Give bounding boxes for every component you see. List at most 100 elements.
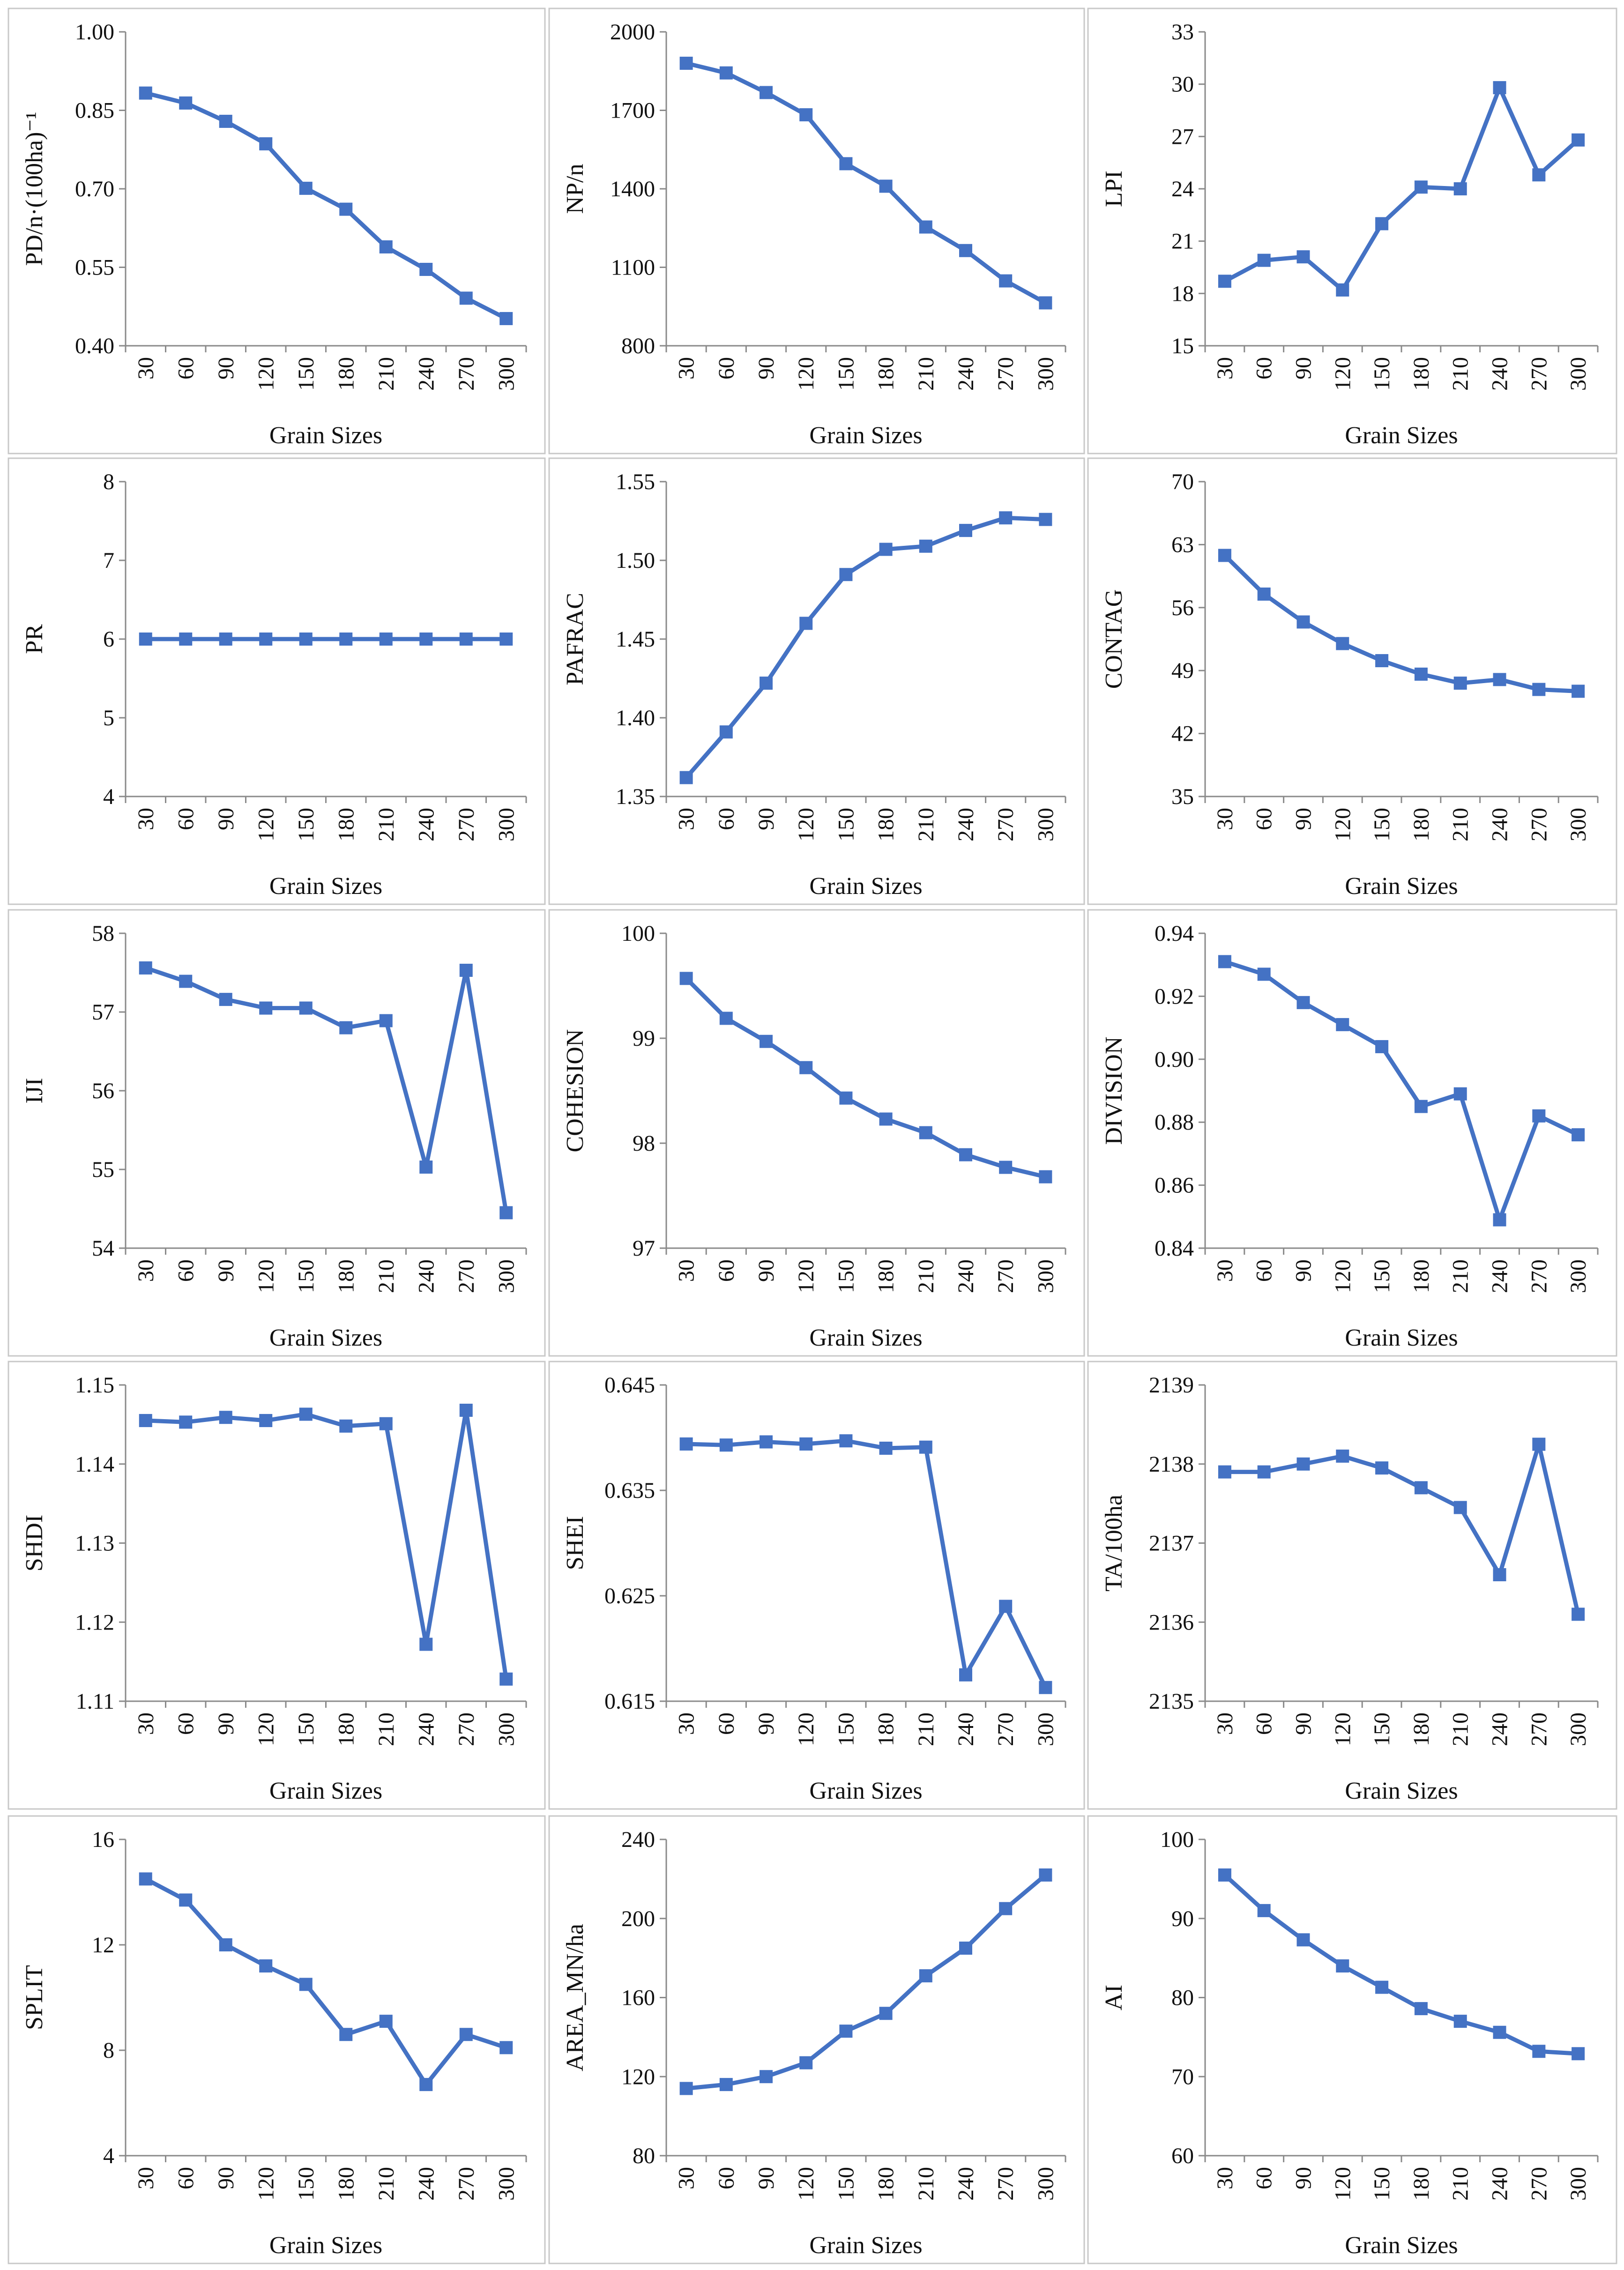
data-point — [299, 1001, 313, 1015]
x-axis-title: Grain Sizes — [809, 2232, 922, 2259]
data-point — [839, 157, 853, 171]
panel-11: 2135 2136 2137 2138 2139 30 60 90 120 150 180 210 24… — [1087, 1361, 1617, 1810]
data-point — [1572, 133, 1585, 147]
x-tick-label: 150 — [1370, 808, 1394, 841]
data-point — [179, 975, 193, 988]
x-tick-label: 120 — [1330, 1712, 1355, 1746]
x-tick-label: 150 — [834, 808, 858, 841]
y-tick-label: 2138 — [1149, 1452, 1194, 1477]
y-tick-label: 1.15 — [75, 1373, 114, 1398]
data-point — [760, 86, 773, 99]
data-point — [339, 1021, 353, 1035]
x-tick-label: 300 — [494, 357, 519, 391]
data-point — [1039, 1681, 1052, 1694]
y-axis-title: SHDI — [21, 1515, 48, 1571]
x-axis-title: Grain Sizes — [269, 422, 382, 449]
panel-2: 15 18 21 24 27 30 33 30 60 90 120 150 180 210 240 270 30… — [1087, 7, 1617, 454]
x-tick-label: 60 — [173, 2167, 198, 2189]
data-point — [999, 1600, 1013, 1613]
x-tick-label: 270 — [1527, 357, 1551, 391]
panel-border — [548, 1815, 1085, 2264]
y-tick-label: 56 — [1171, 595, 1194, 620]
y-tick-label: 5 — [103, 706, 114, 730]
data-point — [1414, 667, 1428, 681]
series-line — [684, 976, 1048, 1179]
data-point — [799, 2056, 813, 2069]
data-point — [799, 617, 813, 630]
x-tick-label: 150 — [1370, 2167, 1394, 2201]
data-point — [379, 1014, 393, 1027]
data-point — [379, 633, 393, 646]
x-axis-title: Grain Sizes — [809, 873, 922, 900]
x-tick-label: 120 — [253, 1712, 278, 1746]
y-axis-title: AREA_MN/ha — [562, 1924, 589, 2071]
data-point — [959, 1148, 972, 1161]
data-point — [499, 312, 513, 325]
y-tick-label: 120 — [621, 2064, 655, 2089]
x-tick-label: 180 — [334, 357, 358, 391]
x-tick-label: 120 — [1330, 1259, 1355, 1293]
data-point — [919, 1440, 932, 1454]
x-tick-label: 180 — [334, 2167, 358, 2201]
x-axis-title: Grain Sizes — [269, 2232, 382, 2259]
y-tick-label: 55 — [92, 1157, 114, 1182]
x-tick-label: 270 — [454, 357, 479, 391]
panel-7: 97 98 99 100 30 60 90 120 150 180 210 240 270 300 Grai… — [548, 909, 1085, 1357]
panel-12: 4 8 12 16 30 60 90 120 150 180 210 240 270 300 Grain S… — [7, 1815, 546, 2264]
data-point — [879, 1442, 893, 1455]
x-tick-label: 180 — [874, 357, 899, 391]
series-line — [143, 1408, 508, 1682]
y-tick-label: 98 — [633, 1131, 655, 1156]
x-tick-label: 60 — [173, 808, 198, 830]
data-point — [679, 972, 693, 985]
x-tick-label: 300 — [1033, 808, 1058, 841]
y-tick-label: 0.86 — [1155, 1173, 1194, 1198]
data-point — [1453, 1501, 1467, 1514]
y-axis-title: AI — [1101, 1985, 1127, 2010]
data-point — [1375, 1461, 1389, 1475]
x-tick-label: 270 — [454, 808, 479, 841]
data-point — [259, 633, 273, 646]
x-tick-label: 90 — [1291, 357, 1316, 380]
data-point — [339, 202, 353, 216]
x-tick-label: 30 — [674, 1712, 699, 1735]
x-tick-label: 300 — [1566, 2167, 1591, 2201]
x-tick-label: 90 — [214, 2167, 238, 2189]
data-point — [1039, 513, 1052, 526]
x-tick-label: 180 — [874, 1259, 899, 1293]
data-point — [419, 262, 433, 276]
data-point — [1336, 637, 1349, 650]
data-point — [1218, 275, 1231, 288]
data-point — [299, 1978, 313, 1991]
x-tick-label: 150 — [294, 808, 319, 841]
x-tick-label: 120 — [794, 357, 819, 391]
data-point — [459, 1404, 473, 1417]
x-tick-label: 30 — [1213, 808, 1237, 830]
x-tick-label: 90 — [754, 808, 779, 830]
data-point — [1257, 1465, 1271, 1479]
y-tick-label: 0.625 — [604, 1584, 655, 1608]
data-point — [1039, 1170, 1052, 1183]
x-tick-label: 210 — [914, 1259, 939, 1293]
x-tick-label: 60 — [1252, 808, 1277, 830]
data-point — [1414, 1481, 1428, 1495]
x-tick-label: 60 — [714, 357, 739, 380]
x-tick-label: 30 — [134, 1712, 158, 1735]
y-axis-title: NP/n — [562, 164, 589, 214]
x-tick-label: 210 — [1448, 2167, 1473, 2201]
y-tick-label: 800 — [621, 334, 655, 358]
x-tick-label: 60 — [714, 808, 739, 830]
x-tick-label: 300 — [1033, 357, 1058, 391]
y-tick-label: 54 — [92, 1236, 114, 1261]
x-axis-title: Grain Sizes — [1345, 422, 1458, 449]
y-axis-title: SHEI — [562, 1516, 589, 1570]
x-tick-label: 270 — [454, 2167, 479, 2201]
y-tick-label: 0.55 — [75, 255, 114, 280]
data-point — [259, 137, 273, 150]
data-point — [1414, 2002, 1428, 2016]
y-tick-label: 6 — [103, 627, 114, 652]
x-axis-title: Grain Sizes — [1345, 1325, 1458, 1351]
x-tick-label: 180 — [334, 1712, 358, 1746]
data-point — [1493, 673, 1506, 686]
y-tick-label: 49 — [1171, 658, 1194, 683]
